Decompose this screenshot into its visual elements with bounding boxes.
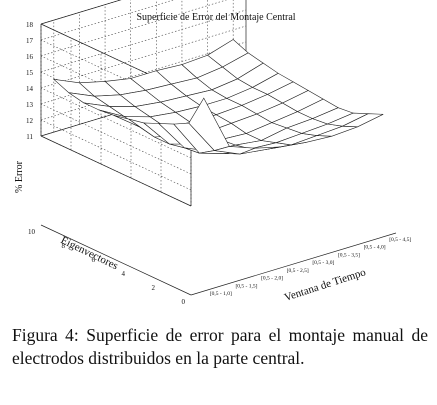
y-tick-label: 0 (182, 298, 186, 306)
back-wall-gridline (40, 0, 175, 41)
floor-edge-y (40, 224, 192, 296)
back-wall-gridline (40, 57, 247, 121)
x-tick-label: [0,5 - 4,0] (364, 245, 386, 251)
z-tick-label: 11 (26, 133, 33, 141)
figure-caption: Figura 4: Superficie de error para el mo… (12, 325, 428, 368)
z-axis-label: % Error (14, 160, 25, 193)
floor-edge-x (190, 232, 397, 296)
back-wall-gridline (40, 9, 247, 73)
back-wall-gridline (40, 25, 247, 89)
z-tick-label: 16 (26, 53, 34, 61)
x-tick-label: [0,5 - 2,0] (261, 276, 283, 282)
x-tick-label: [0,5 - 3,0] (312, 260, 334, 266)
z-tick-label: 13 (26, 101, 34, 109)
y-tick-label: 10 (28, 228, 36, 236)
side-wall-gridline (40, 39, 192, 111)
back-wall-gridline (40, 0, 228, 57)
side-wall-gridline (40, 119, 192, 191)
y-axis-label: Eigenvectores (59, 234, 120, 272)
box-edge (40, 0, 122, 25)
x-tick-label: [0,5 - 1,5] (235, 283, 257, 289)
x-tick-label: [0,5 - 4,5] (389, 237, 411, 243)
chart-figure: Superficie de Error del Montaje Central … (14, 0, 411, 306)
surface-cell (342, 113, 384, 128)
y-tick-label: 8 (62, 242, 66, 250)
x-tick-label: [0,5 - 2,5] (287, 268, 309, 274)
chart-title: Superficie de Error del Montaje Central (136, 12, 295, 23)
z-tick-label: 17 (26, 37, 34, 45)
z-tick-label: 18 (26, 21, 34, 29)
y-tick-label: 4 (122, 270, 126, 278)
side-wall-gridline (40, 87, 192, 159)
box-edge (40, 135, 192, 207)
z-tick-label: 15 (26, 69, 34, 77)
x-tick-label: [0,5 - 3,5] (338, 252, 360, 258)
z-tick-label: 14 (26, 85, 34, 93)
side-wall-gridline (40, 55, 192, 127)
surface-layer (52, 39, 384, 155)
x-tick-label: [0,5 - 1,0] (210, 291, 232, 297)
side-wall-gridline (40, 103, 192, 175)
error-surface-chart: Superficie de Error del Montaje Central … (14, 0, 411, 306)
y-tick-label: 6 (92, 256, 96, 264)
y-tick-label: 2 (152, 284, 156, 292)
z-tick-label: 12 (26, 117, 34, 125)
